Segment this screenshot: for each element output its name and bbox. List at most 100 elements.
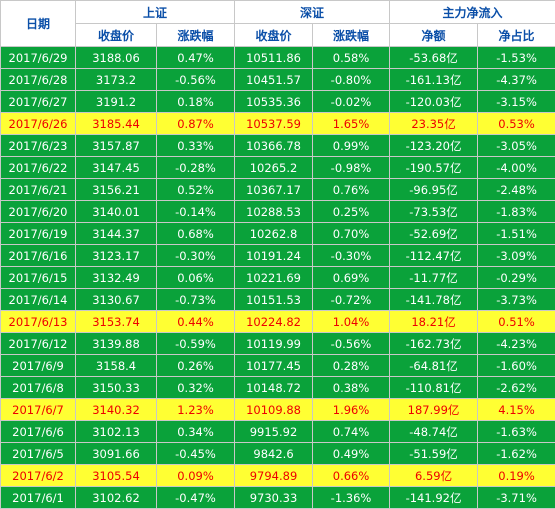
cell-sz-change: 0.66%: [313, 465, 390, 487]
cell-sh-close: 3153.74: [76, 311, 157, 333]
cell-sh-close: 3191.2: [76, 91, 157, 113]
cell-sh-close: 3185.44: [76, 113, 157, 135]
cell-sz-close: 9842.6: [235, 443, 313, 465]
header-sz-change: 涨跌幅: [313, 24, 390, 47]
cell-sh-close: 3132.49: [76, 267, 157, 289]
cell-sz-close: 9794.89: [235, 465, 313, 487]
cell-sh-change: 0.34%: [157, 421, 235, 443]
cell-sh-change: 0.06%: [157, 267, 235, 289]
cell-net-amount: -48.74亿: [390, 421, 478, 443]
cell-sz-close: 10537.59: [235, 113, 313, 135]
cell-sz-change: 0.99%: [313, 135, 390, 157]
cell-net-amount: -96.95亿: [390, 179, 478, 201]
cell-sz-change: -0.72%: [313, 289, 390, 311]
cell-net-amount: -112.47亿: [390, 245, 478, 267]
cell-net-ratio: -3.71%: [478, 487, 555, 509]
cell-sh-change: 0.26%: [157, 355, 235, 377]
cell-net-ratio: -3.15%: [478, 91, 555, 113]
cell-net-ratio: 0.53%: [478, 113, 555, 135]
cell-sz-change: -0.02%: [313, 91, 390, 113]
cell-sh-change: 0.44%: [157, 311, 235, 333]
header-net-amount: 净额: [390, 24, 478, 47]
cell-net-ratio: -1.51%: [478, 223, 555, 245]
header-shenzhen: 深证: [235, 1, 390, 24]
cell-sh-change: -0.28%: [157, 157, 235, 179]
cell-sh-close: 3140.01: [76, 201, 157, 223]
header-date: 日期: [1, 1, 76, 47]
cell-net-ratio: -2.62%: [478, 377, 555, 399]
cell-date: 2017/6/5: [1, 443, 76, 465]
header-sz-close: 收盘价: [235, 24, 313, 47]
cell-sh-change: -0.14%: [157, 201, 235, 223]
header-sh-change: 涨跌幅: [157, 24, 235, 47]
cell-net-amount: -190.57亿: [390, 157, 478, 179]
cell-sz-change: 1.96%: [313, 399, 390, 421]
cell-sh-change: 0.18%: [157, 91, 235, 113]
cell-sz-close: 10119.99: [235, 333, 313, 355]
cell-date: 2017/6/16: [1, 245, 76, 267]
cell-sz-change: 0.58%: [313, 47, 390, 69]
cell-net-ratio: -2.48%: [478, 179, 555, 201]
cell-net-ratio: 4.15%: [478, 399, 555, 421]
cell-sh-change: 0.33%: [157, 135, 235, 157]
cell-sh-change: -0.47%: [157, 487, 235, 509]
cell-sz-close: 10288.53: [235, 201, 313, 223]
cell-net-amount: -53.68亿: [390, 47, 478, 69]
cell-net-amount: -162.73亿: [390, 333, 478, 355]
cell-sz-change: 0.28%: [313, 355, 390, 377]
cell-sh-close: 3144.37: [76, 223, 157, 245]
cell-net-ratio: -3.73%: [478, 289, 555, 311]
cell-date: 2017/6/15: [1, 267, 76, 289]
cell-sh-change: 0.47%: [157, 47, 235, 69]
cell-date: 2017/6/23: [1, 135, 76, 157]
cell-sh-close: 3157.87: [76, 135, 157, 157]
cell-net-amount: -141.78亿: [390, 289, 478, 311]
cell-net-amount: -120.03亿: [390, 91, 478, 113]
cell-sh-change: 0.87%: [157, 113, 235, 135]
cell-date: 2017/6/14: [1, 289, 76, 311]
cell-sz-change: 0.69%: [313, 267, 390, 289]
cell-sz-close: 10262.8: [235, 223, 313, 245]
cell-sz-change: 0.74%: [313, 421, 390, 443]
cell-net-ratio: -0.29%: [478, 267, 555, 289]
cell-date: 2017/6/27: [1, 91, 76, 113]
cell-date: 2017/6/22: [1, 157, 76, 179]
cell-sz-close: 10191.24: [235, 245, 313, 267]
cell-date: 2017/6/26: [1, 113, 76, 135]
cell-sz-change: -0.30%: [313, 245, 390, 267]
cell-sh-close: 3147.45: [76, 157, 157, 179]
cell-date: 2017/6/7: [1, 399, 76, 421]
cell-date: 2017/6/28: [1, 69, 76, 91]
cell-sz-close: 10511.86: [235, 47, 313, 69]
cell-sz-close: 10366.78: [235, 135, 313, 157]
cell-sz-change: 0.70%: [313, 223, 390, 245]
header-shanghai: 上证: [76, 1, 235, 24]
cell-date: 2017/6/13: [1, 311, 76, 333]
cell-sh-close: 3188.06: [76, 47, 157, 69]
cell-date: 2017/6/20: [1, 201, 76, 223]
cell-net-ratio: -1.63%: [478, 421, 555, 443]
cell-net-ratio: 0.51%: [478, 311, 555, 333]
cell-sz-change: -0.80%: [313, 69, 390, 91]
cell-sz-change: 0.49%: [313, 443, 390, 465]
cell-net-ratio: -4.37%: [478, 69, 555, 91]
cell-net-ratio: -4.23%: [478, 333, 555, 355]
cell-sz-change: 0.38%: [313, 377, 390, 399]
cell-date: 2017/6/9: [1, 355, 76, 377]
cell-sh-change: -0.45%: [157, 443, 235, 465]
cell-net-ratio: -1.62%: [478, 443, 555, 465]
